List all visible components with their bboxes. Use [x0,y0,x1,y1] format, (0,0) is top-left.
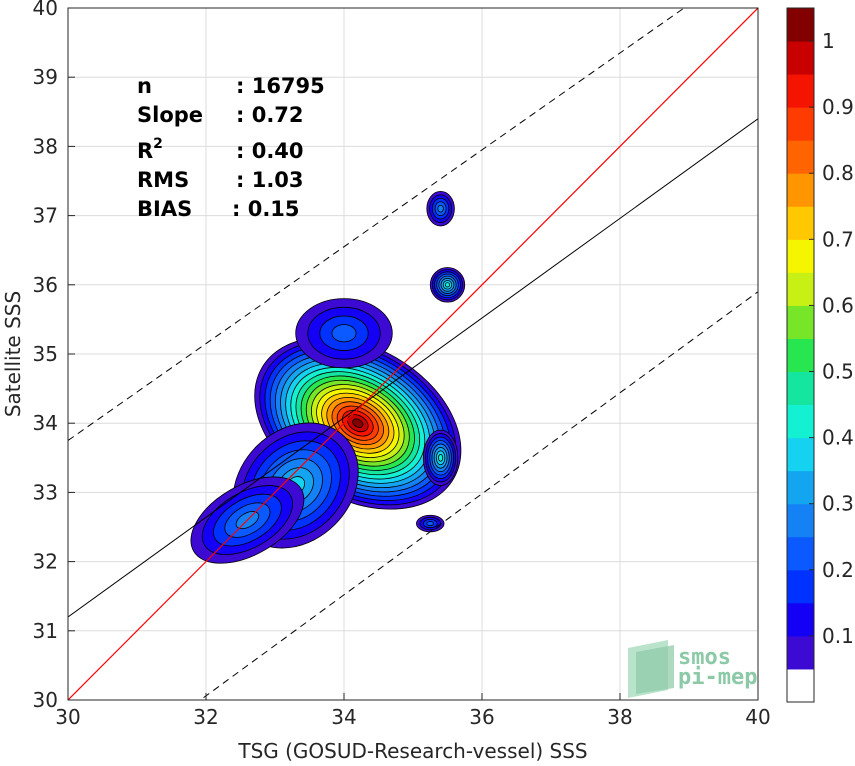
x-axis-label: TSG (GOSUD-Research-vessel) SSS [237,739,587,763]
y-axis-label: Satellite SSS [1,291,25,417]
colorbar-tick-label: 1 [822,29,835,53]
colorbar-tick-label: 0.3 [822,492,854,516]
colorbar-segment [787,338,814,373]
y-tick-label: 30 [33,688,58,712]
stat-n-label: n [137,74,152,98]
colorbar-tick-label: 0.7 [822,227,854,251]
density-contour-level [437,204,444,213]
colorbar-segment [787,305,814,339]
colorbar-segment [787,206,814,240]
logo-text-pimep: pi-mep [678,665,757,690]
lower-bound-dashed-line [199,291,758,700]
reference-lines [68,8,758,700]
x-tick-label: 36 [469,705,494,729]
y-tick-label: 33 [33,480,58,504]
y-tick-label: 37 [33,204,58,228]
x-tick-label: 30 [55,705,80,729]
colorbar-tick-label: 0.8 [822,161,854,185]
x-axis-ticks: 30 32 34 36 38 40 [55,693,771,729]
stat-r2-value: : 0.40 [236,139,304,163]
y-tick-label: 34 [33,411,58,435]
colorbar-tick-label: 0.5 [822,360,854,384]
y-tick-label: 38 [33,134,58,158]
colorbar-segment [787,239,814,273]
colorbar-tick-label: 0.1 [822,624,854,648]
colorbar-segment [787,668,814,703]
colorbar-segment [787,503,814,538]
colorbar-segment [787,635,814,670]
colorbar [786,7,815,703]
colorbar-segment [787,41,814,75]
colorbar-segment [787,107,814,141]
stat-n-value: : 16795 [236,74,325,98]
colorbar-tick-label: 0.4 [822,426,854,450]
colorbar-segment [787,470,814,505]
regression-fit-line [68,118,758,618]
colorbar-segment [787,272,814,306]
density-contours [190,190,466,564]
colorbar-segment [787,569,814,604]
y-tick-label: 32 [33,550,58,574]
x-tick-label: 34 [331,705,356,729]
y-tick-label: 40 [33,0,58,20]
one-to-one-line [68,8,758,700]
colorbar-tick-label: 0.6 [822,293,854,317]
colorbar-segment [787,536,814,571]
stat-bias-value: : 0.15 [232,197,300,221]
colorbar-segment [787,8,814,42]
colorbar-tick-label: 0.2 [822,558,854,582]
stat-rms-value: : 1.03 [236,168,304,192]
colorbar-segment [787,74,814,108]
colorbar-ticks: 0.1 0.2 0.3 0.4 0.5 0.6 0.7 0.8 0.9 1 [809,29,854,648]
colorbar-segment [787,602,814,637]
smos-pimep-logo: smos pi-mep [628,640,757,698]
stat-bias-label: BIAS [137,197,192,221]
y-tick-label: 31 [33,619,58,643]
colorbar-frame [786,7,815,703]
density-contour-level [331,324,357,343]
colorbar-segment [787,140,814,174]
colorbar-segment [787,404,814,439]
density-contour-level [426,521,435,527]
x-tick-label: 38 [607,705,632,729]
y-tick-label: 35 [33,342,58,366]
y-axis-ticks: 30 31 32 33 34 35 36 37 38 39 40 [33,0,75,712]
density-contour-level [444,282,451,288]
density-contour-level [438,453,444,462]
colorbar-segment [787,437,814,472]
x-tick-label: 32 [193,705,218,729]
upper-bound-dashed-line [68,8,685,441]
stat-slope-label: Slope [137,103,203,127]
x-tick-label: 40 [745,705,770,729]
y-tick-label: 39 [33,65,58,89]
density-contour-level [352,418,364,428]
colorbar-segment [787,371,814,406]
y-tick-label: 36 [33,273,58,297]
colorbar-tick-label: 0.9 [822,95,854,119]
logo-text-smos: smos [678,645,731,670]
colorbar-segment [787,173,814,207]
stat-rms-label: RMS [137,168,189,192]
stat-slope-value: : 0.72 [236,103,304,127]
